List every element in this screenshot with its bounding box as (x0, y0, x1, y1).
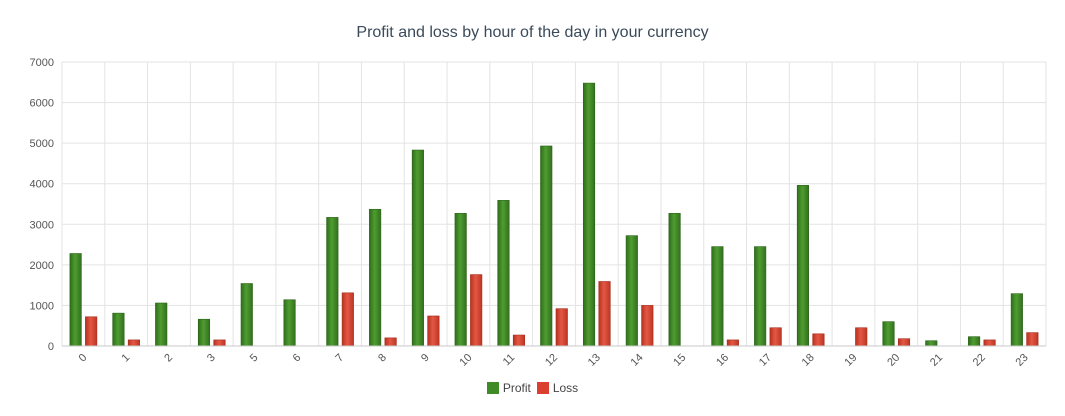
legend-swatch (486, 382, 499, 394)
profit-bar[interactable] (925, 340, 938, 347)
profit-bar[interactable] (155, 302, 168, 347)
legend-swatch (536, 382, 549, 394)
loss-bar[interactable] (512, 334, 526, 347)
y-tick-label: 6000 (30, 98, 54, 110)
x-tick-label: 9 (419, 352, 432, 365)
loss-bar[interactable] (983, 339, 996, 347)
legend-label: Loss (552, 381, 579, 395)
x-tick-label: 14 (629, 352, 646, 369)
profit-bar[interactable] (796, 185, 809, 347)
profit-bar[interactable] (540, 145, 553, 347)
x-tick-label: 15 (671, 352, 688, 369)
x-tick-label: 12 (543, 352, 560, 369)
profit-bar[interactable] (582, 82, 596, 347)
profit-bar[interactable] (625, 235, 638, 347)
x-tick-label: 18 (800, 352, 817, 369)
loss-bar[interactable] (85, 316, 98, 347)
profit-bar[interactable] (197, 318, 211, 347)
x-tick-label: 22 (971, 352, 988, 369)
loss-bar[interactable] (127, 339, 140, 347)
x-tick-label: 11 (501, 352, 518, 369)
y-tick-label: 1000 (30, 300, 54, 312)
loss-bar[interactable] (470, 274, 483, 347)
profit-bar[interactable] (369, 208, 382, 347)
profit-bar[interactable] (968, 336, 981, 347)
profit-bar[interactable] (69, 253, 82, 347)
profit-bar[interactable] (668, 213, 681, 347)
loss-bar[interactable] (812, 333, 825, 347)
y-tick-label: 2000 (30, 260, 54, 272)
profit-bar[interactable] (240, 283, 253, 347)
x-tick-label: 21 (928, 352, 945, 369)
profit-bar[interactable] (283, 299, 296, 347)
profit-bar[interactable] (754, 246, 767, 347)
profit-bar[interactable] (497, 200, 510, 347)
profit-bar[interactable] (454, 213, 467, 347)
profit-bar[interactable] (326, 217, 339, 347)
bars (69, 82, 1039, 347)
loss-bar[interactable] (641, 305, 654, 347)
legend-item-profit[interactable]: Profit (486, 381, 531, 395)
x-tick-label: 3 (205, 352, 218, 365)
loss-bar[interactable] (384, 337, 397, 347)
x-tick-label: 10 (457, 352, 474, 369)
x-tick-label: 0 (77, 352, 90, 365)
profit-bar[interactable] (1010, 293, 1023, 347)
loss-bar[interactable] (897, 338, 911, 347)
y-tick-label: 7000 (30, 57, 54, 69)
loss-bar[interactable] (1026, 332, 1039, 347)
y-tick-label: 3000 (30, 219, 54, 231)
profit-bar[interactable] (411, 149, 424, 347)
x-tick-label: 23 (1014, 352, 1031, 369)
loss-bar[interactable] (427, 315, 440, 347)
x-tick-label: 16 (714, 352, 731, 369)
x-tick-label: 17 (757, 352, 774, 369)
x-tick-label: 2 (162, 352, 175, 365)
chart-title: Profit and loss by hour of the day in yo… (356, 24, 709, 41)
loss-bar[interactable] (855, 327, 868, 347)
loss-bar[interactable] (213, 339, 226, 347)
loss-bar[interactable] (598, 281, 611, 347)
legend-label: Profit (502, 381, 531, 395)
y-tick-label: 5000 (30, 138, 54, 150)
x-tick-label: 5 (248, 352, 261, 365)
x-tick-label: 20 (885, 352, 902, 369)
y-tick-label: 0 (48, 341, 54, 353)
x-tick-label: 1 (119, 352, 132, 365)
x-tick-label: 6 (291, 352, 304, 365)
x-tick-label: 7 (333, 352, 346, 365)
grid (61, 61, 1047, 347)
profit-bar[interactable] (112, 312, 125, 347)
loss-bar[interactable] (726, 339, 739, 347)
x-tick-label: 13 (586, 352, 603, 369)
profit-bar[interactable] (711, 246, 724, 347)
legend-item-loss[interactable]: Loss (536, 381, 579, 395)
loss-bar[interactable] (769, 327, 782, 347)
x-tick-label: 8 (376, 352, 389, 365)
loss-bar[interactable] (341, 292, 354, 347)
y-tick-label: 4000 (30, 179, 54, 191)
loss-bar[interactable] (555, 308, 568, 347)
legend: Profit Loss (0, 381, 1065, 395)
x-tick-label: 19 (842, 352, 859, 369)
profit-bar[interactable] (882, 321, 895, 347)
